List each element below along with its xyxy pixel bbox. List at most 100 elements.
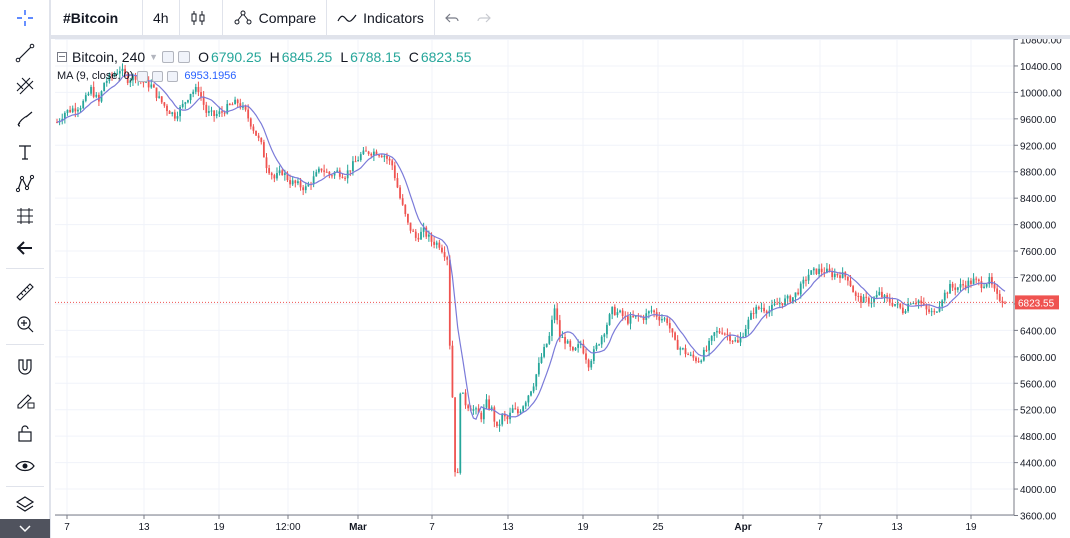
candle-body xyxy=(391,160,394,166)
candle-body xyxy=(925,304,928,310)
main-series-legend: Bitcoin, 240 ▼ O 6790.25 H 6845.25 L 6788.1… xyxy=(57,49,471,65)
candle-body xyxy=(739,337,742,343)
candle-body xyxy=(289,180,291,185)
candle-body xyxy=(818,268,820,275)
pattern-icon[interactable] xyxy=(0,168,50,200)
candle-body xyxy=(168,111,171,115)
candle-body xyxy=(574,347,577,351)
candle-body xyxy=(404,204,407,214)
candle-body xyxy=(215,113,218,117)
magnet-icon[interactable] xyxy=(0,351,50,383)
candle-body xyxy=(166,105,168,112)
candle-body xyxy=(496,421,498,426)
candle-body xyxy=(757,306,760,309)
candle-body xyxy=(152,84,155,88)
series-menu-chevron-icon[interactable]: ▼ xyxy=(149,52,159,62)
brush-icon[interactable] xyxy=(0,103,50,135)
candle-body xyxy=(760,307,763,309)
price-chart[interactable]: 10800.00 10400.00 10000.00 9600.00 9200.00 88… xyxy=(51,39,1070,538)
zoom-in-icon[interactable] xyxy=(0,308,50,340)
x-tick-label: 19 xyxy=(965,522,977,533)
settings-icon[interactable] xyxy=(162,51,175,63)
candle-body xyxy=(113,74,116,76)
candle-body xyxy=(257,135,260,138)
candle-body xyxy=(991,276,993,285)
chart-panel[interactable]: 10800.00 10400.00 10000.00 9600.00 9200.00 88… xyxy=(51,39,1070,538)
candle-body xyxy=(700,360,703,363)
candle-body xyxy=(247,109,250,119)
candle-body xyxy=(582,343,585,354)
redo-button[interactable] xyxy=(475,0,507,35)
candle-body xyxy=(336,170,339,173)
candle-body xyxy=(420,231,422,240)
ruler-icon[interactable] xyxy=(0,276,50,308)
prediction-icon[interactable] xyxy=(0,200,50,232)
candle-body xyxy=(265,157,268,169)
candle-body xyxy=(425,227,428,237)
back-arrow-icon[interactable] xyxy=(0,232,50,264)
chart-style-button[interactable] xyxy=(180,0,223,35)
candle-body xyxy=(176,116,179,119)
layers-icon[interactable] xyxy=(0,493,50,517)
candle-body xyxy=(797,292,800,295)
crosshair-icon[interactable] xyxy=(0,2,50,34)
candle-body xyxy=(755,306,758,314)
collapse-toolbar-button[interactable] xyxy=(0,519,50,538)
candle-body xyxy=(561,337,564,339)
ma-remove-icon[interactable] xyxy=(167,70,179,82)
candle-body xyxy=(299,181,302,188)
candle-body xyxy=(532,386,535,392)
hide-icon[interactable] xyxy=(178,51,191,63)
unlock-icon[interactable] xyxy=(0,417,50,449)
candle-body xyxy=(585,353,587,360)
y-tick-label: 6000.00 xyxy=(1020,353,1057,364)
candle-body xyxy=(378,155,381,157)
candle-body xyxy=(956,287,959,290)
ma-hide-icon[interactable] xyxy=(152,70,164,82)
candle-body xyxy=(658,316,661,321)
collapse-legend-icon[interactable] xyxy=(57,52,67,62)
chevron-down-icon xyxy=(19,524,31,532)
x-tick-label: Mar xyxy=(349,522,367,533)
candle-body xyxy=(996,288,999,294)
y-tick-label: 10400.00 xyxy=(1020,62,1062,73)
candle-body xyxy=(860,295,862,303)
candle-body xyxy=(205,104,208,113)
candle-body xyxy=(281,170,284,176)
candle-body xyxy=(234,99,236,105)
ma-settings-icon[interactable] xyxy=(137,70,149,82)
candle-body xyxy=(972,278,975,284)
candle-body xyxy=(417,237,420,240)
candle-body xyxy=(823,272,826,274)
candle-body xyxy=(794,292,797,298)
lock-drawing-icon[interactable] xyxy=(0,384,50,416)
compare-icon xyxy=(234,10,252,24)
candle-body xyxy=(260,137,263,143)
interval-button[interactable]: 4h xyxy=(143,0,180,35)
compare-button[interactable]: Compare xyxy=(223,0,328,35)
candle-body xyxy=(317,168,320,173)
candle-body xyxy=(349,170,352,172)
y-tick-label: 4400.00 xyxy=(1020,459,1057,470)
candle-body xyxy=(949,283,951,294)
candle-body xyxy=(66,109,69,113)
candle-body xyxy=(964,285,967,288)
text-icon[interactable] xyxy=(0,136,50,168)
eye-icon[interactable] xyxy=(0,450,50,482)
candle-body xyxy=(687,354,690,356)
undo-button[interactable] xyxy=(435,0,475,35)
fib-icon[interactable] xyxy=(0,70,50,102)
x-tick-label: 7 xyxy=(64,522,70,533)
candle-body xyxy=(333,172,336,176)
candle-body xyxy=(862,296,865,303)
candle-body xyxy=(302,187,305,191)
candle-body xyxy=(200,92,202,97)
candle-body xyxy=(231,104,234,106)
candle-body xyxy=(572,346,574,351)
candle-body xyxy=(750,313,752,320)
candle-body xyxy=(77,109,79,112)
trend-line-icon[interactable] xyxy=(0,37,50,69)
symbol-search[interactable]: #Bitcoin xyxy=(51,0,143,35)
indicators-button[interactable]: Indicators xyxy=(327,0,435,35)
candle-body xyxy=(791,297,794,302)
